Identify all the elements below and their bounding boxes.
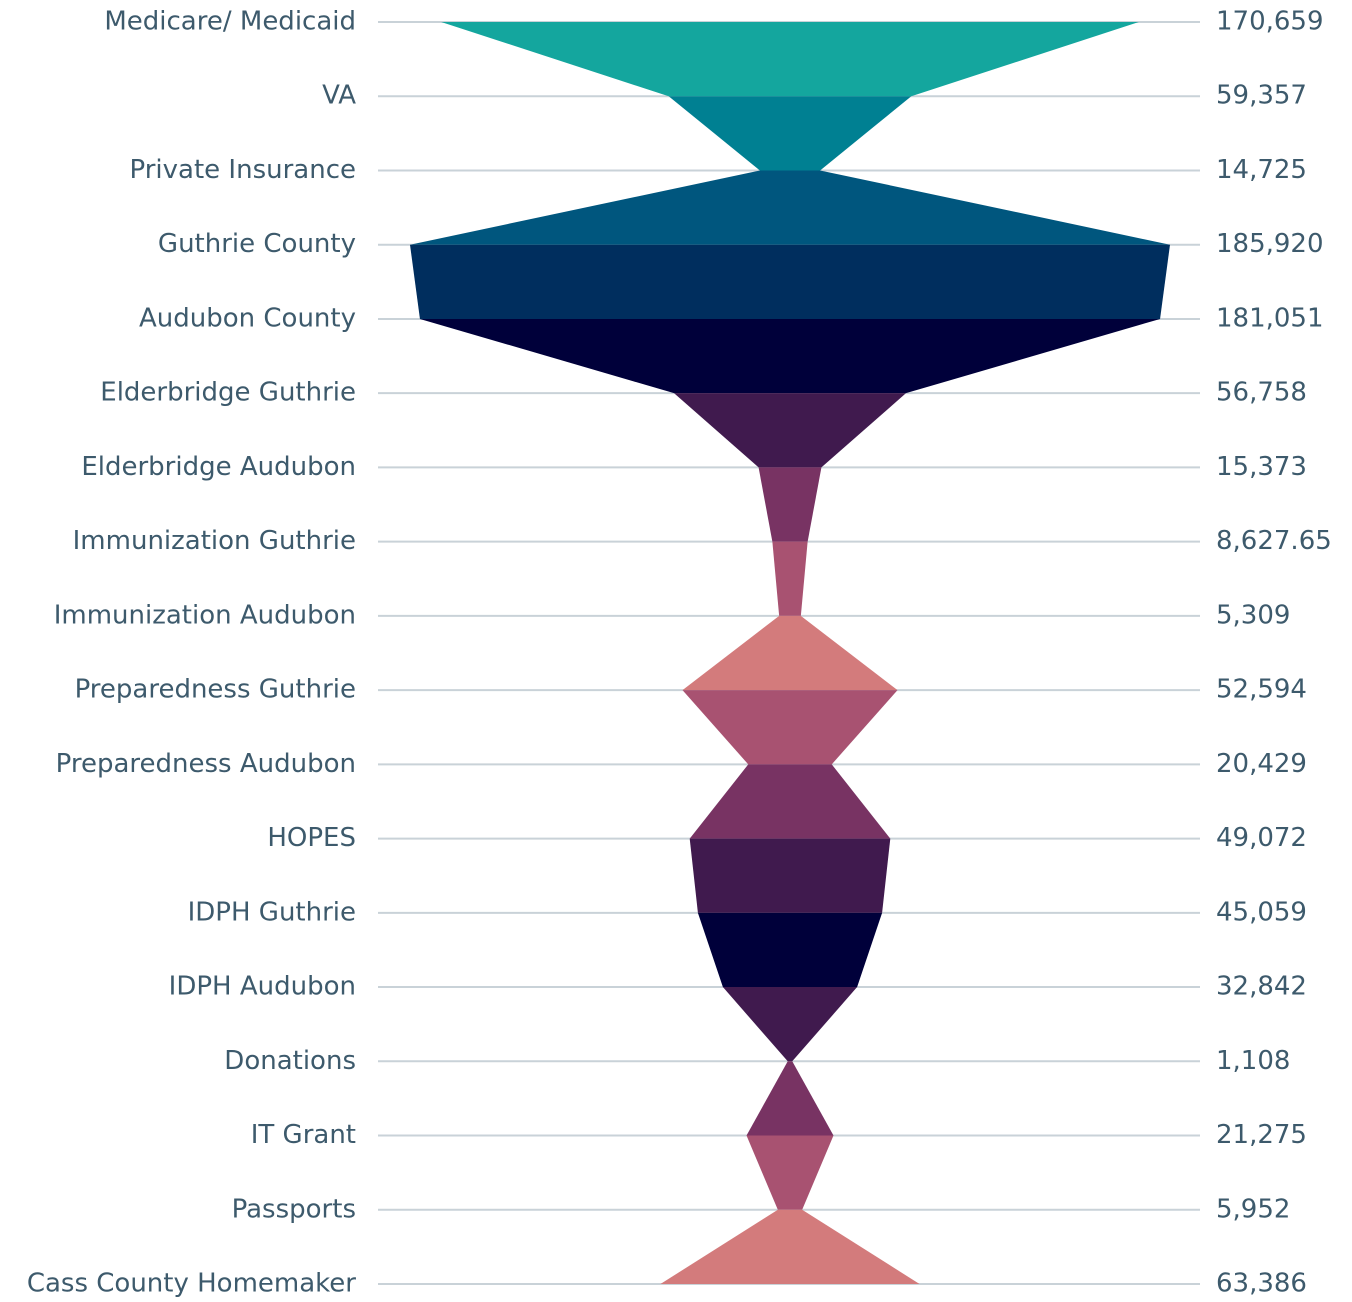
category-label: Immunization Audubon — [54, 600, 356, 630]
value-label: 5,952 — [1216, 1194, 1290, 1224]
value-label: 56,758 — [1216, 378, 1307, 408]
funnel-segment — [722, 987, 858, 1062]
funnel-segment — [441, 22, 1139, 97]
funnel-segment — [746, 1061, 834, 1136]
funnel-segment — [697, 912, 883, 988]
category-label: HOPES — [267, 823, 356, 853]
funnel-segment — [419, 318, 1161, 394]
value-label: 15,373 — [1216, 452, 1307, 482]
category-label: VA — [322, 81, 356, 111]
funnel-segment — [758, 467, 822, 542]
category-label: Passports — [232, 1194, 356, 1224]
value-label: 1,108 — [1216, 1046, 1290, 1076]
value-label: 21,275 — [1216, 1120, 1307, 1150]
category-label: Private Insurance — [130, 155, 356, 185]
category-label: Cass County Homemaker — [27, 1269, 356, 1299]
funnel-segment — [772, 541, 808, 616]
funnel-segment — [673, 393, 907, 468]
value-label: 5,309 — [1216, 600, 1290, 630]
category-label: Audubon County — [139, 303, 356, 333]
category-label: Guthrie County — [158, 229, 356, 259]
value-label: 32,842 — [1216, 972, 1307, 1002]
category-label: IT Grant — [251, 1120, 356, 1150]
value-label: 63,386 — [1216, 1269, 1307, 1299]
category-label: Elderbridge Guthrie — [100, 378, 356, 408]
category-label: IDPH Guthrie — [188, 897, 356, 927]
value-label: 52,594 — [1216, 675, 1307, 705]
value-label: 185,920 — [1216, 229, 1324, 259]
category-label: Immunization Guthrie — [73, 526, 356, 556]
funnel-segment — [689, 764, 891, 839]
value-label: 14,725 — [1216, 155, 1307, 185]
funnel-segment — [689, 838, 891, 913]
funnel-segment — [660, 1209, 920, 1284]
value-label: 20,429 — [1216, 749, 1307, 779]
value-label: 49,072 — [1216, 823, 1307, 853]
funnel-segment — [410, 170, 1170, 245]
category-label: Preparedness Audubon — [56, 749, 356, 779]
value-label: 181,051 — [1216, 303, 1324, 333]
value-label: 45,059 — [1216, 897, 1307, 927]
funnel-segment — [682, 615, 898, 691]
category-label: Medicare/ Medicaid — [104, 7, 356, 37]
funnel-segment — [668, 96, 912, 171]
category-label: Preparedness Guthrie — [75, 675, 356, 705]
category-label: Donations — [224, 1046, 356, 1076]
value-label: 8,627.65 — [1216, 526, 1332, 556]
funnel-segment — [682, 690, 898, 765]
funnel-segment — [410, 244, 1170, 319]
category-label: Elderbridge Audubon — [81, 452, 356, 482]
category-label: IDPH Audubon — [169, 972, 356, 1002]
value-label: 59,357 — [1216, 81, 1307, 111]
funnel-segment — [746, 1135, 834, 1210]
value-label: 170,659 — [1216, 7, 1324, 37]
